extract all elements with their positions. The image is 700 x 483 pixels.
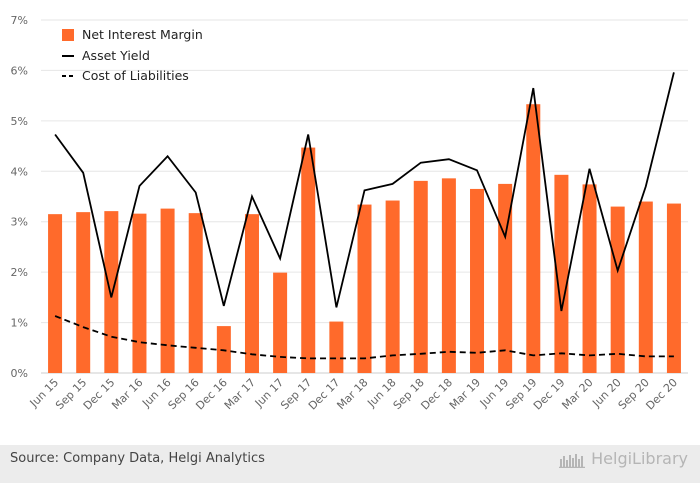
bar-net-interest-margin	[188, 213, 203, 373]
bar-net-interest-margin	[554, 174, 569, 373]
footer-band	[0, 445, 700, 483]
bar-net-interest-margin	[244, 214, 259, 373]
legend-label: Asset Yield	[82, 48, 150, 63]
bar-series	[48, 104, 681, 374]
bar-net-interest-margin	[413, 180, 428, 373]
bar-net-interest-margin	[582, 184, 597, 373]
legend-swatch-bar	[62, 29, 74, 41]
line-series	[54, 72, 675, 360]
line-cost-of-liabilities	[54, 315, 674, 360]
brand-logo: HelgiLibrary	[559, 449, 688, 468]
x-tick-label: Dec 20	[643, 376, 680, 413]
bar-net-interest-margin	[498, 183, 513, 373]
y-axis-ticks: 0% 1% 2% 3% 4% 5% 6% 7%	[11, 14, 28, 380]
x-tick-label: Mar 18	[334, 376, 370, 412]
y-tick-label: 2%	[11, 266, 28, 279]
bar-net-interest-margin	[160, 208, 175, 373]
bar-net-interest-margin	[470, 188, 485, 373]
y-tick-label: 6%	[11, 64, 28, 77]
x-tick-label: Mar 16	[109, 376, 145, 412]
legend-label: Net Interest Margin	[82, 27, 203, 42]
x-tick-label: Mar 19	[447, 376, 483, 412]
y-tick-label: 4%	[11, 165, 28, 178]
x-tick-label: Mar 17	[222, 376, 258, 412]
bar-net-interest-margin	[638, 201, 653, 373]
x-tick-label: Dec 18	[418, 376, 455, 413]
x-tick-label: Dec 15	[81, 376, 118, 413]
line-asset-yield	[54, 72, 675, 312]
bar-net-interest-margin	[385, 200, 400, 373]
x-tick-label: Dec 19	[531, 376, 568, 413]
bar-net-interest-margin	[441, 178, 456, 373]
x-tick-label: Dec 16	[193, 376, 230, 413]
bar-net-interest-margin	[526, 104, 541, 374]
bar-net-interest-margin	[666, 203, 681, 373]
y-tick-label: 5%	[11, 115, 28, 128]
y-tick-label: 3%	[11, 216, 28, 229]
bar-net-interest-margin	[273, 272, 288, 373]
bar-net-interest-margin	[610, 206, 625, 373]
bar-net-interest-margin	[301, 147, 316, 373]
brand-name: HelgiLibrary	[591, 449, 688, 468]
bar-net-interest-margin	[76, 212, 91, 373]
library-icon	[559, 453, 586, 468]
source-note: Source: Company Data, Helgi Analytics	[10, 451, 265, 466]
legend-label: Cost of Liabilities	[82, 68, 189, 83]
bar-net-interest-margin	[329, 321, 344, 373]
y-tick-label: 0%	[11, 367, 28, 380]
bar-net-interest-margin	[132, 213, 147, 373]
y-tick-label: 7%	[11, 14, 28, 27]
x-tick-label: Mar 20	[559, 376, 595, 412]
bar-net-interest-margin	[104, 211, 119, 373]
legend: Net Interest Margin Asset Yield Cost of Li…	[62, 27, 203, 83]
bar-net-interest-margin	[48, 214, 63, 373]
x-tick-label: Dec 17	[306, 376, 343, 413]
bar-net-interest-margin	[357, 204, 372, 373]
y-tick-label: 1%	[11, 317, 28, 330]
